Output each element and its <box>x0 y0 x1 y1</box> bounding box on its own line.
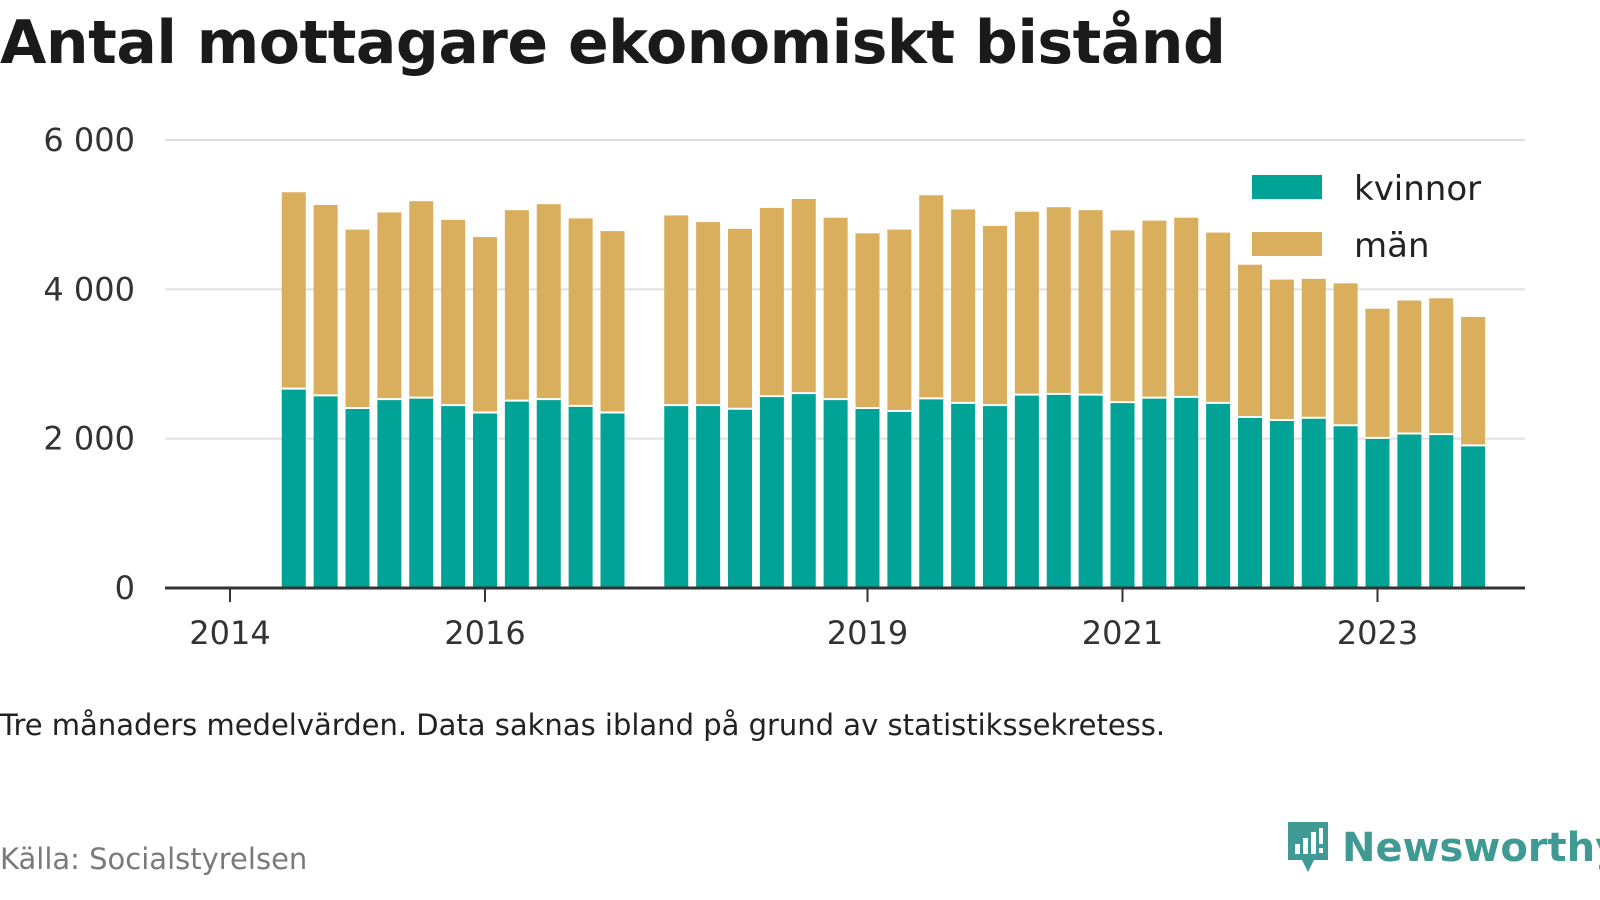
bar-kvinnor <box>1397 433 1422 588</box>
bar-man <box>313 204 338 396</box>
bar-man <box>1301 278 1326 418</box>
legend: kvinnor män <box>1252 169 1481 266</box>
bar-man <box>377 212 402 400</box>
bar-kvinnor <box>1110 402 1135 588</box>
legend-label: kvinnor <box>1354 169 1481 209</box>
bar-man <box>696 222 721 406</box>
bar-kvinnor <box>377 399 402 588</box>
bar-kvinnor <box>473 412 497 588</box>
bar-man <box>728 228 752 409</box>
bar-man <box>1238 264 1262 418</box>
bar-kvinnor <box>1046 393 1071 588</box>
y-tick-label: 2 000 <box>43 420 135 458</box>
bar-man <box>1014 211 1039 395</box>
x-tick-label: 2019 <box>827 614 908 652</box>
bar-kvinnor <box>696 405 721 588</box>
bar-kvinnor <box>1174 396 1199 588</box>
bar-kvinnor <box>823 399 848 588</box>
bar-man <box>600 231 625 413</box>
newsworthy-logo[interactable]: Newsworthy <box>1284 820 1600 876</box>
bar-kvinnor <box>855 408 880 588</box>
bar-kvinnor <box>759 396 784 588</box>
bar-man <box>1269 279 1294 420</box>
bar-man <box>1397 300 1422 434</box>
y-tick-label: 4 000 <box>43 270 135 308</box>
bar-kvinnor <box>1238 417 1262 588</box>
bar-man <box>1174 217 1199 397</box>
bar-man <box>791 198 816 394</box>
stacked-bar-chart: 0 2 000 4 000 6 000 2014 2016 2019 2021 2023 kvi… <box>43 121 1525 652</box>
y-tick-label: 0 <box>115 569 135 607</box>
bar-man <box>1046 207 1071 394</box>
bar-kvinnor <box>1333 425 1358 588</box>
bar-man <box>473 237 497 413</box>
bar-man <box>1461 316 1486 446</box>
x-tick-label: 2014 <box>189 614 270 652</box>
bar-kvinnor <box>600 412 625 588</box>
bar-kvinnor <box>504 400 529 588</box>
bar-kvinnor <box>568 405 593 588</box>
bar-man <box>441 219 466 406</box>
bar-man <box>1110 230 1135 403</box>
bar-kvinnor <box>664 405 689 588</box>
brand-name: Newsworthy <box>1342 825 1600 871</box>
x-tick-label: 2016 <box>444 614 525 652</box>
bar-man <box>855 233 880 409</box>
bar-man <box>409 201 434 398</box>
bar-kvinnor <box>983 405 1007 588</box>
bar-man <box>887 229 912 412</box>
bar-kvinnor <box>1301 417 1326 588</box>
bar-kvinnor <box>951 402 976 588</box>
bar-kvinnor <box>1142 397 1167 588</box>
bar-kvinnor <box>1365 437 1390 588</box>
bar-man <box>345 229 370 409</box>
bar-kvinnor <box>1206 402 1231 588</box>
bar-kvinnor <box>791 393 816 588</box>
bar-man <box>536 204 561 400</box>
legend-swatch <box>1252 232 1322 256</box>
bar-kvinnor <box>1014 394 1039 588</box>
bar-kvinnor <box>281 388 306 588</box>
bar-kvinnor <box>1429 434 1454 588</box>
bar-man <box>568 218 593 406</box>
bar-kvinnor <box>919 398 944 588</box>
y-tick-label: 6 000 <box>43 121 135 159</box>
bar-man <box>664 215 689 406</box>
bar-kvinnor <box>536 399 561 588</box>
bar-man <box>504 210 529 401</box>
bar-man <box>1333 283 1358 426</box>
bar-kvinnor <box>728 408 752 588</box>
source-credit: Källa: Socialstyrelsen <box>0 842 308 876</box>
legend-swatch <box>1252 175 1322 199</box>
bar-kvinnor <box>313 395 338 588</box>
bar-kvinnor <box>1461 445 1486 588</box>
bar-man <box>1206 232 1231 403</box>
bar-kvinnor <box>1078 394 1103 588</box>
bar-kvinnor <box>409 397 434 588</box>
bar-man <box>1429 298 1454 435</box>
bar-kvinnor <box>887 411 912 588</box>
bar-man <box>951 209 976 403</box>
bar-man <box>1365 308 1390 438</box>
bar-man <box>919 195 944 399</box>
bar-man <box>983 225 1007 406</box>
x-tick-label: 2021 <box>1082 614 1163 652</box>
bar-kvinnor <box>1269 420 1294 588</box>
x-tick-label: 2023 <box>1337 614 1418 652</box>
legend-label: män <box>1354 226 1430 266</box>
bar-man <box>759 207 784 397</box>
bar-man <box>281 192 306 389</box>
bar-kvinnor <box>345 408 370 588</box>
bar-man <box>823 217 848 400</box>
bar-man <box>1142 220 1167 398</box>
bar-kvinnor <box>441 405 466 588</box>
bar-man <box>1078 210 1103 395</box>
chart-note: Tre månaders medelvärden. Data saknas ib… <box>0 708 1166 742</box>
bars <box>281 192 1486 588</box>
newsworthy-logo-icon <box>1288 822 1328 872</box>
axes: 0 2 000 4 000 6 000 2014 2016 2019 2021 2023 <box>43 121 1525 652</box>
chart-title: Antal mottagare ekonomiskt bistånd <box>0 8 1226 78</box>
